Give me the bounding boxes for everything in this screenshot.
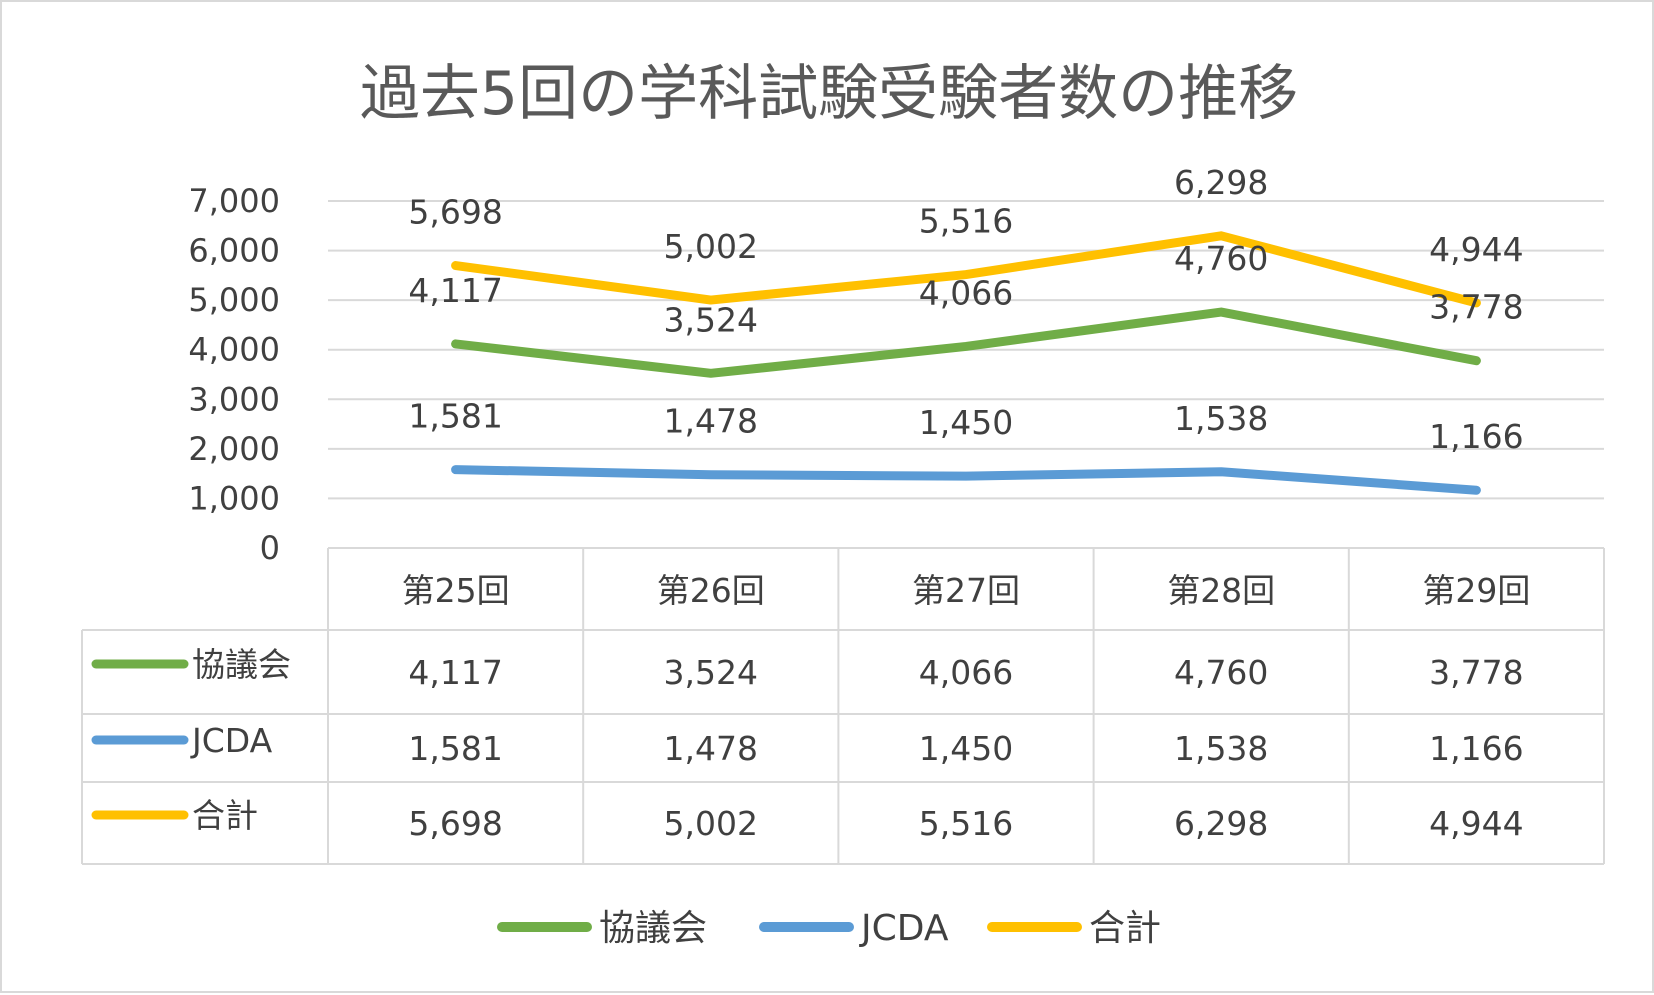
series-line (451, 231, 1481, 308)
data-label: 1,538 (1174, 399, 1268, 438)
table-series-name: 合計 (192, 796, 258, 835)
y-tick-label: 3,000 (188, 380, 280, 418)
y-tick-label: 2,000 (188, 430, 280, 468)
data-label: 3,524 (664, 300, 758, 339)
table-value-cell: 1,581 (408, 729, 502, 768)
table-series-name: 協議会 (192, 645, 291, 684)
data-label: 5,002 (664, 227, 758, 266)
table-value-cell: 4,066 (919, 653, 1013, 692)
table-series-name: JCDA (190, 721, 273, 760)
table-value-cell: 1,538 (1174, 729, 1268, 768)
table-value-cell: 5,698 (408, 804, 502, 843)
series-lines (451, 231, 1481, 495)
table-value-cell: 3,778 (1429, 653, 1523, 692)
data-label: 1,450 (919, 403, 1013, 442)
y-tick-label: 4,000 (188, 331, 280, 369)
table-value-cell: 1,450 (919, 729, 1013, 768)
table-value-cell: 1,166 (1429, 729, 1523, 768)
data-label: 4,117 (408, 271, 502, 310)
data-label: 1,166 (1429, 417, 1523, 456)
table-value-cell: 4,117 (408, 653, 502, 692)
table-value-cell: 3,524 (664, 653, 758, 692)
x-category-label: 第27回 (912, 571, 1020, 610)
table-value-cell: 6,298 (1174, 804, 1268, 843)
x-category-label: 第29回 (1422, 571, 1530, 610)
data-label: 5,698 (408, 193, 502, 232)
table-value-cell: 5,002 (664, 804, 758, 843)
x-category-label: 第28回 (1167, 571, 1275, 610)
y-tick-label: 6,000 (188, 232, 280, 270)
data-label: 1,581 (408, 397, 502, 436)
series-line (451, 465, 1481, 495)
x-category-label: 第26回 (657, 571, 765, 610)
chart-title: 過去5回の学科試験受験者数の推移 (360, 59, 1298, 129)
legend-label: 協議会 (599, 908, 707, 949)
data-label: 6,298 (1174, 163, 1268, 202)
y-tick-label: 7,000 (188, 182, 280, 220)
y-tick-label: 1,000 (188, 479, 280, 517)
y-axis-tick-labels: 0 1,000 2,000 3,000 4,000 5,000 6,000 7,000 (188, 182, 280, 567)
data-label: 4,066 (919, 273, 1013, 312)
y-tick-label: 5,000 (188, 281, 280, 319)
table-value-cell: 1,478 (664, 729, 758, 768)
series-line (451, 307, 1481, 378)
table-value-cell: 5,516 (919, 804, 1013, 843)
table-value-cell: 4,944 (1429, 804, 1523, 843)
data-label: 3,778 (1429, 288, 1523, 327)
legend-label: 合計 (1089, 908, 1161, 949)
data-label: 1,478 (664, 402, 758, 441)
legend-label: JCDA (859, 908, 949, 949)
table-value-cell: 4,760 (1174, 653, 1268, 692)
legend: 協議会 JCDA 合計 (497, 908, 1161, 949)
data-label: 5,516 (919, 202, 1013, 241)
data-label: 4,760 (1174, 239, 1268, 278)
y-tick-label: 0 (260, 529, 280, 567)
data-label: 4,944 (1429, 230, 1523, 269)
data-labels: 4,117 3,524 4,066 4,760 3,778 1,581 1,478 1,450… (408, 163, 1523, 456)
x-category-label: 第25回 (402, 571, 510, 610)
